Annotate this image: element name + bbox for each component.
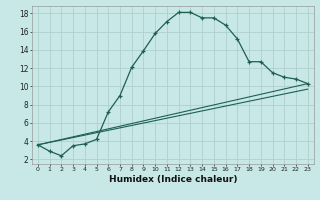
X-axis label: Humidex (Indice chaleur): Humidex (Indice chaleur) [108, 175, 237, 184]
